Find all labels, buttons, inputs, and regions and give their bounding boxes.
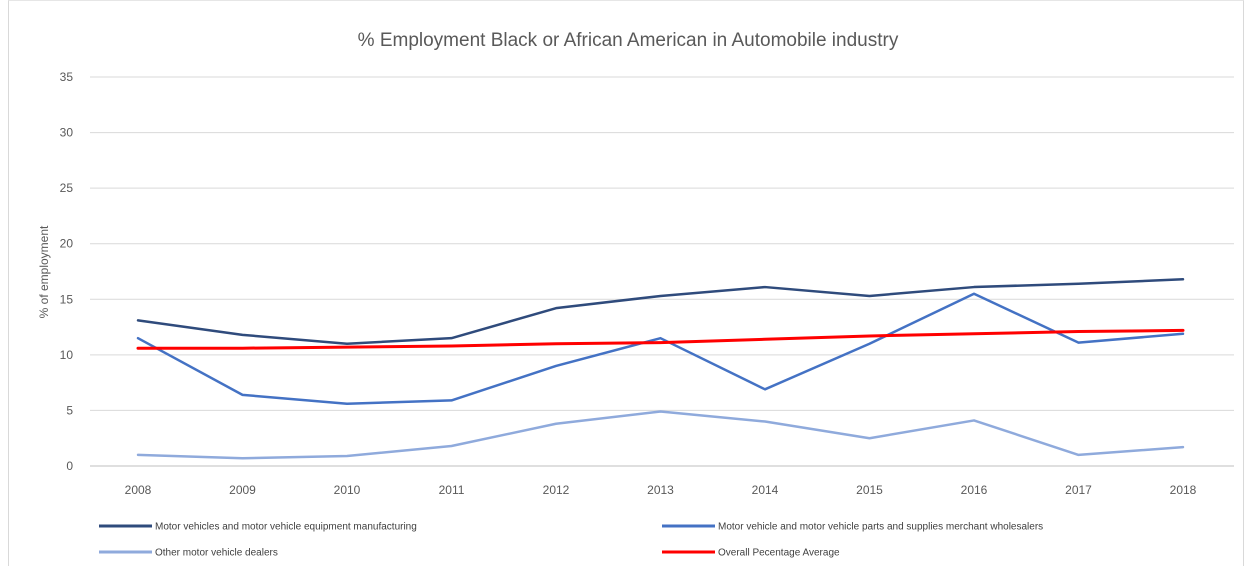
chart-title: % Employment Black or African American i… [358,30,899,51]
x-tick-label: 2008 [125,483,152,497]
x-tick-label: 2010 [334,483,361,497]
gridlines [90,76,1234,467]
y-axis-ticks: 0 5 10 15 20 25 30 35 [60,70,74,473]
y-axis-label: % of employment [37,225,51,318]
series-lines [136,278,1185,460]
x-tick-label: 2011 [439,483,465,497]
x-tick-label: 2018 [1170,483,1197,497]
legend-label: Motor vehicles and motor vehicle equipme… [155,522,417,533]
x-tick-label: 2014 [752,483,779,497]
x-tick-label: 2016 [961,483,988,497]
y-tick-label: 30 [60,126,74,140]
legend-label: Motor vehicle and motor vehicle parts an… [718,522,1043,533]
x-axis-ticks: 2008 2009 2010 2011 2012 2013 2014 2015 2016 2017… [125,483,1197,497]
series-line-3 [136,410,1185,460]
series-line-2 [136,292,1185,406]
series-line-4 [136,328,1185,350]
y-tick-label: 15 [60,292,74,306]
y-tick-label: 5 [66,403,73,417]
y-tick-label: 35 [60,70,74,84]
legend: Motor vehicles and motor vehicle equipme… [99,522,1043,559]
x-tick-label: 2012 [543,483,570,497]
y-tick-label: 20 [60,237,74,251]
series-line-1 [136,278,1185,345]
y-tick-label: 0 [66,459,73,473]
y-tick-label: 10 [60,348,74,362]
x-tick-label: 2009 [229,483,256,497]
legend-label: Overall Pecentage Average [718,548,840,559]
x-tick-label: 2015 [856,483,883,497]
x-tick-label: 2013 [647,483,674,497]
legend-label: Other motor vehicle dealers [155,548,278,559]
chart-frame [8,0,1244,566]
x-tick-label: 2017 [1065,483,1092,497]
y-tick-label: 25 [60,181,74,195]
